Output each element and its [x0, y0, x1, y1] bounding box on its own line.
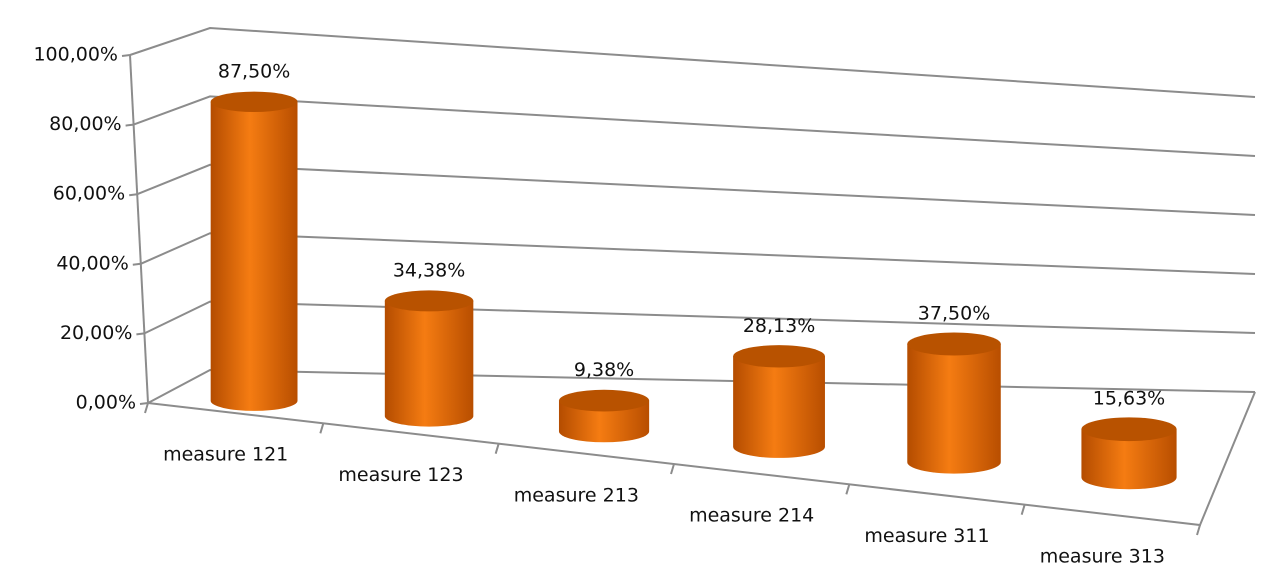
y-tick — [139, 402, 149, 405]
y-tick — [132, 262, 141, 266]
grid-line — [140, 232, 1256, 275]
y-axis — [129, 54, 149, 404]
bar — [384, 300, 474, 427]
x-tick-label: measure 121 — [163, 444, 288, 466]
bar — [907, 343, 1001, 474]
bar-top — [733, 345, 825, 368]
grid-line — [143, 300, 1256, 335]
bar-top — [210, 91, 298, 112]
bar — [210, 101, 298, 411]
grid-line — [129, 26, 1256, 98]
value-label: 28,13% — [743, 315, 815, 337]
x-tick — [845, 484, 851, 495]
grid-line — [136, 163, 1256, 216]
x-tick — [670, 463, 675, 475]
bar-top — [1081, 417, 1177, 442]
x-tick-label: measure 313 — [1040, 545, 1165, 567]
bar-top — [384, 290, 474, 312]
bar — [558, 400, 650, 443]
y-tick — [121, 54, 131, 57]
value-label: 9,38% — [574, 359, 634, 381]
y-tick-label: 20,00% — [60, 322, 132, 344]
x-tick — [319, 423, 325, 434]
x-tick-label: measure 123 — [338, 464, 463, 486]
x-tick-label: measure 214 — [689, 505, 814, 527]
y-tick — [136, 332, 145, 336]
x-tick — [1196, 524, 1201, 536]
x-tick — [144, 402, 149, 414]
bar — [733, 356, 825, 458]
y-tick-label: 40,00% — [56, 252, 128, 274]
x-tick — [494, 443, 500, 454]
x-tick-label: measure 311 — [864, 525, 989, 547]
value-label: 87,50% — [218, 60, 290, 82]
value-label: 34,38% — [393, 259, 465, 281]
y-tick — [129, 193, 138, 197]
value-label: 15,63% — [1093, 388, 1165, 410]
bar — [1081, 429, 1177, 490]
y-tick — [125, 123, 134, 127]
grid-line — [147, 368, 1256, 404]
x-tick — [1020, 504, 1026, 515]
value-label: 37,50% — [918, 302, 990, 324]
x-tick-label: measure 213 — [514, 484, 639, 506]
bar-top — [907, 332, 1001, 356]
y-tick-label: 100,00% — [33, 44, 118, 66]
y-tick-label: 60,00% — [53, 183, 125, 205]
y-tick-label: 0,00% — [76, 392, 136, 414]
y-tick-label: 80,00% — [49, 113, 121, 135]
bar-top — [558, 389, 650, 412]
grid-line — [133, 95, 1256, 157]
